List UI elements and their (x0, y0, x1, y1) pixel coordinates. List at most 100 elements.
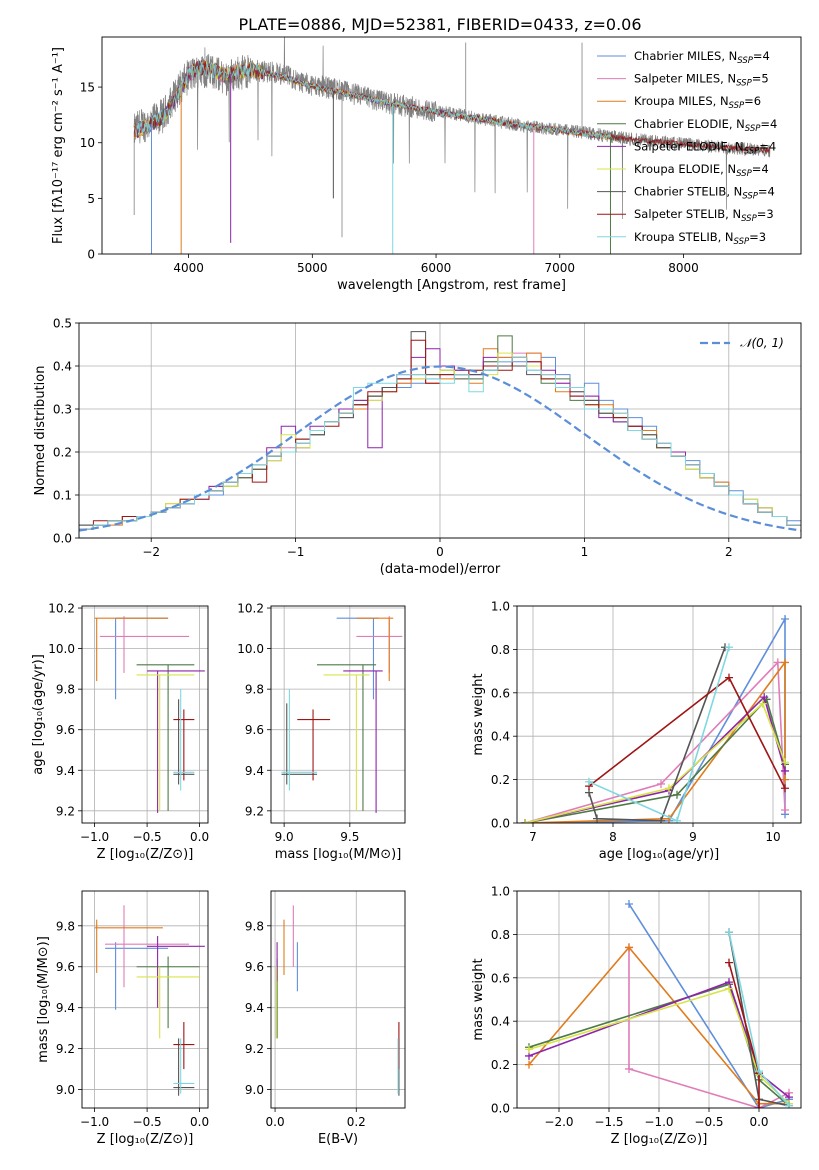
cross-salpeter-elodie (343, 670, 383, 813)
normal-curve (79, 365, 801, 532)
point-marker (781, 766, 789, 775)
x-axis-label: (data-model)/error (380, 562, 501, 577)
point-marker (525, 1045, 533, 1054)
series-salpeter-miles (521, 658, 789, 823)
cross-kroupa-elodie (136, 966, 200, 1039)
x-tick-label: −1 (287, 545, 305, 559)
x-tick-label: 0.0 (190, 1115, 209, 1129)
y-tick-label: 1.0 (491, 885, 510, 899)
point-marker (657, 779, 665, 788)
y-tick-label: 9.4 (56, 1001, 75, 1015)
x-tick-label: 7000 (544, 261, 575, 275)
plot-area (525, 900, 793, 1108)
x-tick-label: −1.0 (644, 1115, 673, 1129)
y-tick-label: 9.4 (245, 764, 264, 778)
x-tick-label: 0.0 (266, 1115, 285, 1129)
mass-weight-line (628, 903, 790, 1108)
x-tick-label: −0.5 (133, 1115, 162, 1129)
series-kroupa-elodie (521, 699, 789, 823)
y-tick-label: 0.3 (53, 403, 72, 417)
y-tick-label: 0.8 (491, 643, 510, 657)
y-axis-label: mass [log₁₀(M/M⊙)] (36, 936, 51, 1063)
x-axis-label: Z [log₁₀(Z/Z⊙)] (97, 847, 194, 862)
y-axis-label: Normed distribution (33, 366, 48, 496)
y-tick-label: 0.2 (491, 1058, 510, 1072)
x-axis-label: E(B-V) (318, 1132, 358, 1147)
legend-entry: Kroupa ELODIE, NSSP=4 (634, 162, 769, 179)
cross-salpeter-miles (99, 616, 190, 673)
series-chabrier-miles (521, 615, 789, 823)
cross-salpeter-stelib (173, 709, 195, 781)
x-axis-label: age [log₁₀(age/yr)] (599, 847, 720, 862)
cross-kroupa-elodie (136, 674, 195, 811)
y-tick-label: 9.6 (245, 723, 264, 737)
mass-weight-line (524, 702, 786, 823)
y-tick-label: 0.5 (53, 317, 72, 331)
plot-area (521, 615, 789, 823)
y-axis-label: age [log₁₀(age/yr)] (31, 654, 46, 775)
mass-weight-line (524, 697, 786, 823)
point-marker (781, 805, 789, 814)
cross-salpeter-elodie (147, 670, 205, 813)
x-tick-label: −2.0 (544, 1115, 573, 1129)
y-tick-label: 10.0 (237, 642, 264, 656)
point-marker (657, 816, 665, 823)
x-tick-label: 0 (436, 545, 444, 559)
x-tick-label: 0.0 (190, 830, 209, 844)
x-tick-label: −0.5 (694, 1115, 723, 1129)
point-marker (725, 643, 733, 652)
point-marker (673, 816, 681, 823)
y-tick-label: 9.8 (56, 919, 75, 933)
y-tick-label: 0.4 (53, 360, 72, 374)
cross-chabrier-elodie (136, 956, 200, 1029)
cross-chabrier-elodie (316, 664, 377, 811)
cross-chabrier-stelib (281, 703, 317, 785)
point-marker (625, 900, 633, 909)
legend-entry: Chabrier STELIB, NSSP=4 (634, 185, 775, 202)
axes-frame (81, 890, 209, 1109)
axes-frame (81, 605, 209, 824)
y-tick-label: 9.4 (245, 1001, 264, 1015)
cross-salpeter-stelib (173, 1022, 195, 1070)
axes-frame (101, 36, 802, 255)
y-tick-label: 10.0 (48, 642, 75, 656)
y-axis-label: mass weight (471, 958, 486, 1040)
cross-kroupa-stelib (281, 689, 317, 791)
cross-chabrier-stelib (173, 1038, 195, 1096)
point-marker (755, 1067, 763, 1076)
x-tick-label: −1.0 (80, 830, 109, 844)
y-tick-label: 0.0 (491, 1102, 510, 1116)
y-tick-label: 0.6 (491, 686, 510, 700)
cross-kroupa-miles (94, 919, 163, 973)
x-tick-label: 0.2 (347, 1115, 366, 1129)
x-tick-label: 9 (689, 830, 697, 844)
legend-entry: 𝒩(0, 1) (740, 336, 784, 350)
axes-frame (78, 322, 802, 539)
y-tick-label: 9.4 (56, 764, 75, 778)
cross-chabrier-elodie (136, 664, 195, 811)
y-tick-label: 0.4 (491, 1015, 510, 1029)
x-tick-label: 4000 (173, 261, 204, 275)
point-marker (781, 615, 789, 624)
y-tick-label: 9.8 (245, 683, 264, 697)
series-salpeter-elodie (521, 693, 789, 823)
y-tick-label: 0.2 (53, 446, 72, 460)
y-axis-label: mass weight (471, 673, 486, 755)
axes-frame (270, 605, 406, 824)
plot-area (79, 331, 801, 538)
legend-entry: Kroupa MILES, NSSP=6 (634, 94, 761, 111)
mass-weight-line (628, 947, 790, 1108)
x-tick-label: 10 (765, 830, 780, 844)
legend-entry: Kroupa STELIB, NSSP=3 (634, 230, 766, 247)
panel-mass_vs_EBV: 0.0 0.2 9.0 9.2 9.4 9.6 9.8 E(B-V) (245, 890, 406, 1147)
point-marker (625, 943, 633, 952)
point-marker (673, 790, 681, 799)
point-marker (625, 1064, 633, 1073)
y-tick-label: 9.2 (56, 1042, 75, 1056)
y-tick-label: 5 (87, 192, 95, 206)
panel-mass_vs_Z: −1.0 −0.5 0.0 9.0 9.2 9.4 9.6 9.8 Z [log₁₀(Z/Z⊙)… (36, 890, 209, 1147)
y-tick-label: 10 (80, 136, 95, 150)
model-spectrum (134, 61, 612, 140)
mass-weight-line (528, 946, 789, 1105)
